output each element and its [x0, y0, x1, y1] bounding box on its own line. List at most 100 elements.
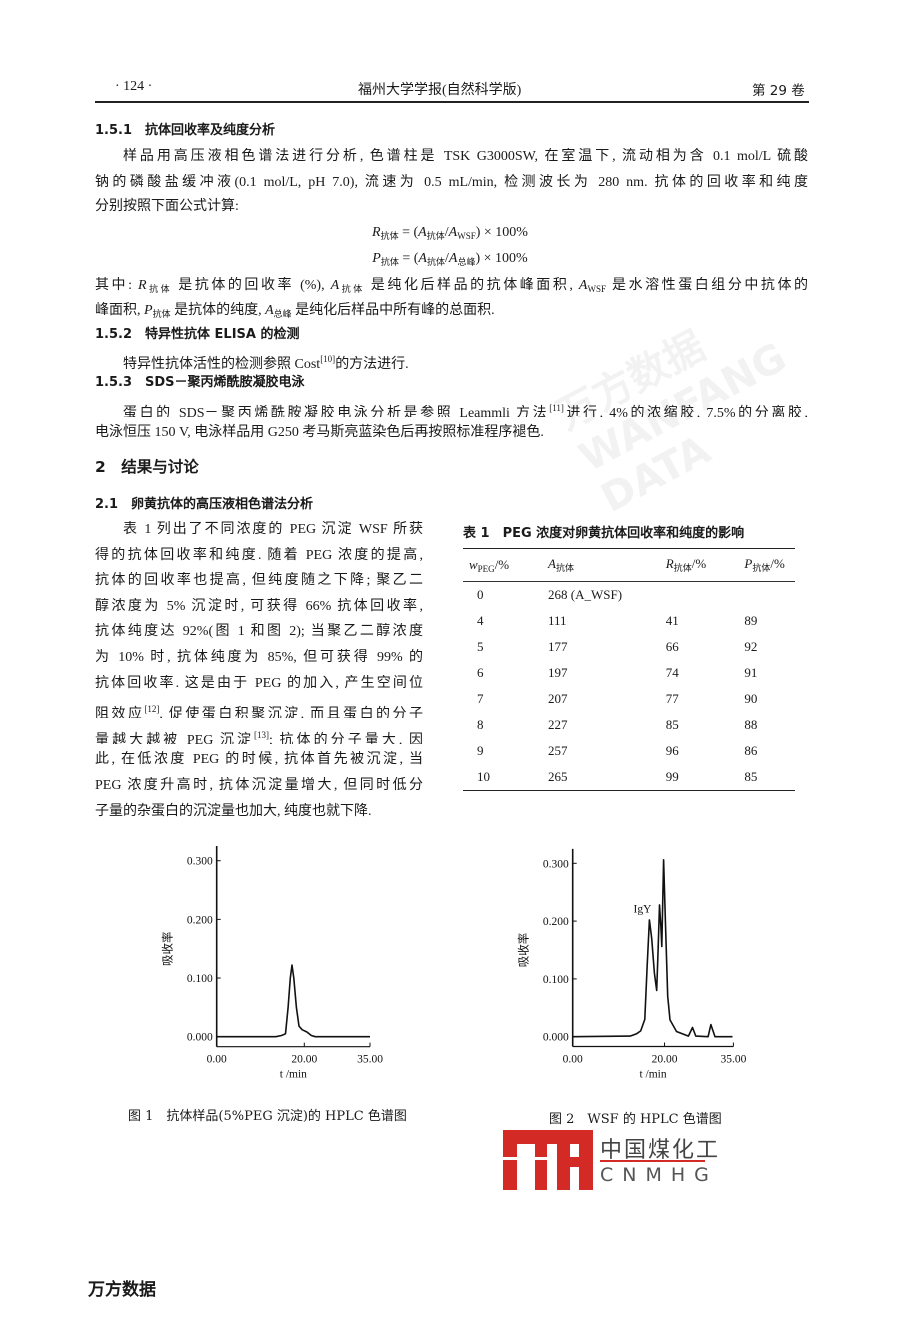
text-run: 的方法进行.	[335, 357, 409, 372]
table-cell: 4	[477, 613, 484, 628]
figure-2-caption: 图 2 WSF 的 HPLC 色谱图	[549, 1112, 722, 1127]
logo-chinese-text: 中国煤化工	[600, 1138, 721, 1163]
citation-ref: [13]	[254, 729, 270, 740]
table-cell: 111	[548, 613, 567, 628]
text-run: /%	[770, 556, 785, 571]
body-line: PEG 浓度升高时, 抗体沉淀量增大, 但同时低分	[95, 777, 423, 795]
y-tick-label: 0.200	[543, 916, 569, 928]
text-run: ) × 100%	[475, 251, 528, 266]
body-line: 抗体纯度达 92%(图 1 和图 2); 当聚乙二醇浓度	[95, 623, 423, 641]
x-tick-label: 35.00	[720, 1054, 746, 1066]
column-header: A抗体	[516, 548, 638, 582]
body-line: 分别按照下面公式计算:	[95, 198, 808, 216]
table-cell: 9	[477, 743, 484, 758]
text-run: 其中:	[95, 278, 139, 293]
math-symbol: wPEG	[469, 556, 495, 574]
text-run: ; 抗体的分子量大, 因	[269, 732, 423, 744]
text-run: 电泳恒压 150 V, 电泳样品用 G250 考马斯亮蓝染色后再按照标准程序褪色…	[95, 425, 544, 440]
x-axis-label: t /min	[639, 1069, 666, 1081]
table-header-row: wPEG/% A抗体 R抗体/% P抗体/%	[463, 548, 795, 582]
text-run: 分别按照下面公式计算:	[95, 199, 239, 214]
body-line: 钠的磷酸盐缓冲液(0.1 mol/L, pH 7.0), 流速为 0.5 mL/…	[95, 174, 808, 192]
journal-title: 福州大学学报(自然科学版)	[358, 83, 522, 98]
citation-ref: [12]	[144, 704, 160, 715]
text-run: 抗体纯度达 92%(图 1 和图 2); 当聚乙二醇浓度	[95, 624, 423, 640]
formula-recovery: R抗体 = (A抗体/AWSF) × 100%	[250, 224, 650, 245]
table-cell: 8	[477, 717, 484, 732]
body-line: 醇浓度为 5% 沉淀时, 可获得 66% 抗体回收率,	[95, 598, 423, 616]
text-run: 特异性抗体活性的检测参照 Cost	[123, 357, 321, 372]
text-run: 得的抗体回收率和纯度. 随着 PEG 浓度的提高,	[95, 547, 423, 563]
table-title: 表 1 PEG 浓度对卵黄抗体回收率和纯度的影响	[463, 526, 745, 541]
column-header: wPEG/%	[463, 548, 516, 582]
text-run: PEG 浓度升高时, 抗体沉淀量增大, 但同时低分	[95, 778, 423, 793]
math-symbol: P抗体	[372, 251, 399, 267]
table-cell: 177	[548, 639, 568, 654]
math-symbol: A总峰	[265, 303, 292, 319]
text-run: 此, 在低浓度 PEG 的时候, 抗体首先被沉淀, 当	[95, 752, 423, 768]
table-row: 0 268 (A_WSF)	[463, 582, 795, 609]
math-symbol: AWSF	[448, 225, 476, 241]
table-cell: 5	[477, 639, 484, 654]
text-run: ) × 100%	[475, 225, 528, 240]
text-run: 抗体回收率. 这是由于 PEG 的加入, 产生空间位	[95, 675, 423, 691]
footer-wanfang: 万方数据	[88, 1280, 156, 1300]
y-tick-label: 0.300	[543, 858, 569, 870]
text-run: 阻效应	[95, 707, 145, 719]
peak-annotation: IgY	[634, 903, 653, 915]
chromatogram-line	[216, 964, 370, 1038]
y-tick-label: 0.100	[543, 974, 569, 986]
text-run: 是纯化后样品的抗体峰面积,	[364, 278, 579, 293]
text-run: 是水溶性蛋白组分中抗体的	[606, 278, 808, 293]
header-rule	[95, 101, 809, 103]
volume-label: 第 29 卷	[752, 83, 805, 99]
body-line: 子量的杂蛋白的沉淀量也加大, 纯度也就下降.	[95, 803, 423, 821]
heading-1-5-3: 1.5.3 SDS－聚丙烯酰胺凝胶电泳	[95, 374, 808, 392]
x-tick-label: 20.00	[291, 1054, 317, 1066]
y-tick-label: 0.000	[187, 1032, 213, 1044]
table-cell: 10	[477, 769, 490, 784]
body-line: 样品用高压液相色谱法进行分析, 色谱柱是 TSK G3000SW, 在室温下, …	[95, 148, 808, 166]
text-run: /%	[494, 556, 510, 572]
text-run: 1.5.3 SDS－聚丙烯酰胺凝胶电泳	[95, 375, 305, 390]
table-cell: 92	[744, 639, 758, 654]
table-row: 7 207 77 90	[463, 686, 795, 712]
body-line: 表 1 列出了不同浓度的 PEG 沉淀 WSF 所获	[95, 521, 423, 539]
text-run: 为 10% 时, 抗体纯度为 85%, 但可获得 99% 的	[95, 650, 423, 665]
x-tick-label: 0.00	[563, 1054, 583, 1066]
text-run: 2.1 卵黄抗体的高压液相色谱法分析	[95, 497, 314, 512]
body-line: 峰面积, P抗体 是抗体的纯度, A总峰 是纯化后样品中所有峰的总面积.	[95, 302, 808, 323]
table-cell: 0	[477, 587, 484, 602]
table-cell: 77	[665, 691, 679, 706]
text-run: 表 1 列出了不同浓度的 PEG 沉淀 WSF 所获	[123, 522, 423, 537]
body-line: 其中: R抗体 是抗体的回收率 (%), A抗体 是纯化后样品的抗体峰面积, A…	[95, 277, 808, 295]
table-cell: 207	[548, 691, 568, 706]
math-symbol: P抗体	[744, 556, 771, 573]
y-tick-label: 0.300	[187, 856, 213, 868]
body-line: 抗体回收率. 这是由于 PEG 的加入, 产生空间位	[95, 675, 423, 693]
table-cell: 91	[744, 665, 758, 680]
table-cell: 197	[548, 665, 568, 680]
body-line: 得的抗体回收率和纯度. 随着 PEG 浓度的提高,	[95, 547, 423, 565]
body-line: 此, 在低浓度 PEG 的时候, 抗体首先被沉淀, 当	[95, 751, 423, 769]
y-axis-label: 吸收率	[517, 933, 531, 968]
table-cell: 88	[744, 717, 758, 732]
table-row: 4 111 41 89	[463, 608, 795, 634]
text-run: = (	[398, 251, 419, 266]
text-run: 抗体的回收率也提高, 但纯度随之下降; 聚乙二	[95, 573, 423, 589]
text-run: 醇浓度为 5% 沉淀时, 可获得 66% 抗体回收率,	[95, 598, 423, 614]
text-run: 样品用高压液相色谱法进行分析, 色谱柱是 TSK G3000SW, 在室温下, …	[123, 149, 808, 164]
table-row: 9 257 96 86	[463, 738, 795, 764]
logo-divider	[600, 1160, 705, 1162]
section-heading-2: 2 结果与讨论	[95, 458, 808, 476]
heading-1-5-2: 1.5.2 特异性抗体 ELISA 的检测	[95, 326, 808, 344]
text-run: 1.5.2 特异性抗体 ELISA 的检测	[95, 327, 300, 342]
table-cell: 74	[665, 665, 679, 680]
y-tick-label: 0.100	[187, 973, 213, 985]
text-run: 是抗体的回收率 (%),	[172, 278, 331, 293]
cnmhg-logo-mark	[503, 1130, 593, 1190]
table-cell: 89	[744, 613, 758, 628]
table-row: 10 265 99 85	[463, 764, 795, 791]
text-run: , 促使蛋白积聚沉淀, 而且蛋白的分子	[159, 707, 423, 719]
table-cell: 7	[477, 691, 484, 706]
